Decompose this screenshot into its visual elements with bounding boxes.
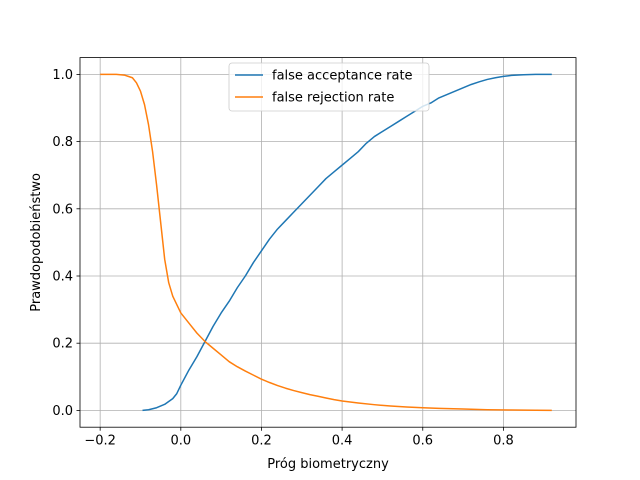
y-tick-label: 0.0 <box>52 404 73 419</box>
y-tick-label: 0.4 <box>52 270 73 285</box>
y-tick-label: 0.8 <box>52 135 73 150</box>
legend: false acceptance rate false rejection ra… <box>228 62 430 112</box>
x-tick-label: 0.8 <box>493 434 514 449</box>
x-tick-label: −0.2 <box>84 434 116 449</box>
legend-label-false-acceptance-rate: false acceptance rate <box>272 69 413 84</box>
series-line-false-rejection-rate <box>100 73 552 412</box>
grid-lines <box>80 57 576 428</box>
x-tick-label: 0.2 <box>251 434 272 449</box>
y-tick-label: 0.6 <box>52 202 73 217</box>
x-tick-label: 0.4 <box>332 434 353 449</box>
x-axis-label: Próg biometryczny <box>267 457 389 472</box>
x-tick-label: 0.6 <box>412 434 433 449</box>
x-tick-label: 0.0 <box>170 434 191 449</box>
series-lines <box>100 73 552 412</box>
plot-frame <box>79 57 577 428</box>
legend-box <box>228 62 430 112</box>
y-axis-label: Prawdopodobieństwo <box>29 173 44 312</box>
legend-label-false-rejection-rate: false rejection rate <box>272 91 394 106</box>
y-tick-label: 1.0 <box>52 68 73 83</box>
axis-ticks: −0.2 0.0 0.2 0.4 0.6 0.8 0.0 0.2 0.4 0.6 0.8 1.0 <box>52 68 513 449</box>
series-line-false-acceptance-rate <box>142 73 552 412</box>
y-tick-label: 0.2 <box>52 337 73 352</box>
